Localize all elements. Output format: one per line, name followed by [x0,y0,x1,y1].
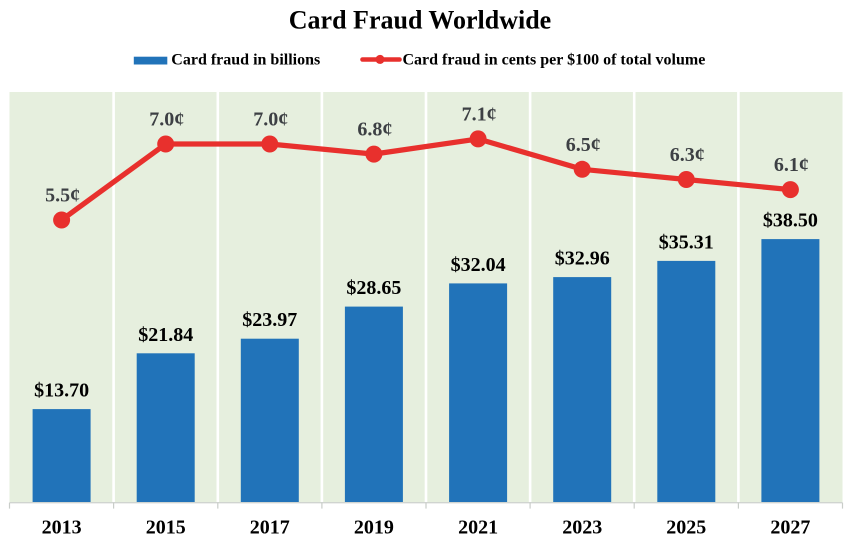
svg-text:2017: 2017 [250,517,290,539]
svg-text:2025: 2025 [666,517,706,539]
svg-text:2013: 2013 [42,517,82,539]
svg-text:$38.50: $38.50 [763,210,818,232]
svg-text:7.0¢: 7.0¢ [253,109,288,131]
svg-text:6.5¢: 6.5¢ [566,134,601,156]
svg-text:6.1¢: 6.1¢ [774,154,809,176]
svg-text:$21.84: $21.84 [138,324,193,346]
svg-text:7.1¢: 7.1¢ [462,103,497,125]
svg-text:$13.70: $13.70 [34,380,89,402]
svg-text:$23.97: $23.97 [242,309,297,331]
svg-text:5.5¢: 5.5¢ [45,185,80,207]
svg-text:$32.04: $32.04 [451,254,506,276]
svg-text:$35.31: $35.31 [659,231,714,253]
svg-text:Card Fraud Worldwide: Card Fraud Worldwide [289,6,551,35]
svg-text:2019: 2019 [354,517,394,539]
svg-text:2021: 2021 [458,517,498,539]
svg-text:Card fraud in cents per $100 o: Card fraud in cents per $100 of total vo… [403,51,706,68]
svg-text:$32.96: $32.96 [555,248,610,270]
svg-text:2015: 2015 [146,517,186,539]
svg-text:7.0¢: 7.0¢ [149,109,184,131]
svg-text:6.8¢: 6.8¢ [357,119,392,141]
svg-text:2023: 2023 [562,517,602,539]
svg-text:Card fraud in billions: Card fraud in billions [171,51,320,68]
svg-text:$28.65: $28.65 [346,277,401,299]
svg-text:2027: 2027 [770,517,810,539]
svg-text:6.3¢: 6.3¢ [670,144,705,166]
